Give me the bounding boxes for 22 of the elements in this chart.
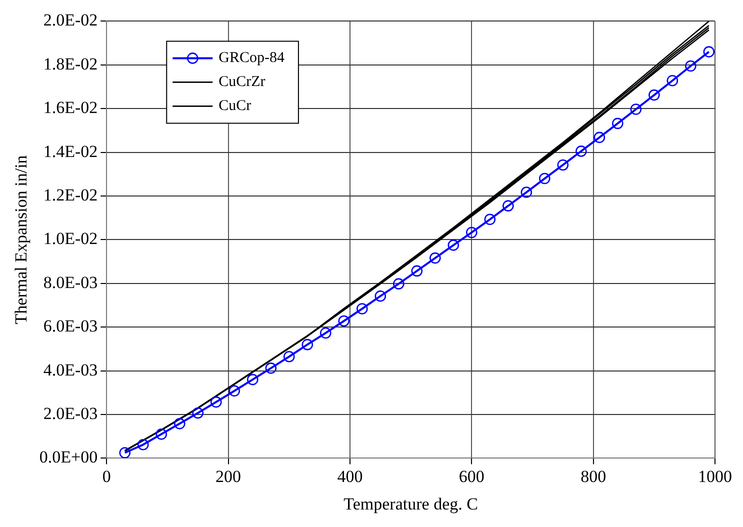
x-tick-label: 1000 xyxy=(698,466,732,486)
y-tick-label: 2.0E-02 xyxy=(43,10,98,30)
x-tick-label: 400 xyxy=(337,466,363,486)
x-tick-label: 0 xyxy=(102,466,111,486)
y-tick-label: 1.0E-02 xyxy=(43,229,98,248)
y-tick-label: 2.0E-03 xyxy=(43,404,98,423)
y-tick-label: 1.6E-02 xyxy=(43,98,98,118)
y-tick-label: 1.4E-02 xyxy=(43,142,98,161)
y-tick-label: 0.0E+00 xyxy=(39,448,98,467)
y-tick-label: 1.2E-02 xyxy=(43,185,98,204)
y-tick-label: 8.0E-03 xyxy=(43,272,98,292)
legend-label: GRCop-84 xyxy=(218,50,285,66)
legend-label: CuCr xyxy=(218,98,252,114)
y-tick-label: 4.0E-03 xyxy=(43,360,98,380)
x-tick-label: 600 xyxy=(458,466,484,486)
legend-label: CuCrZr xyxy=(218,74,266,90)
y-axis-title: Thermal Expansion in/in xyxy=(12,154,31,324)
x-axis-title: Temperature deg. C xyxy=(344,494,478,514)
x-tick-label: 800 xyxy=(580,466,606,486)
y-tick-label: 1.8E-02 xyxy=(43,54,98,74)
x-tick-label: 200 xyxy=(216,466,242,486)
y-tick-label: 6.0E-03 xyxy=(43,316,98,336)
